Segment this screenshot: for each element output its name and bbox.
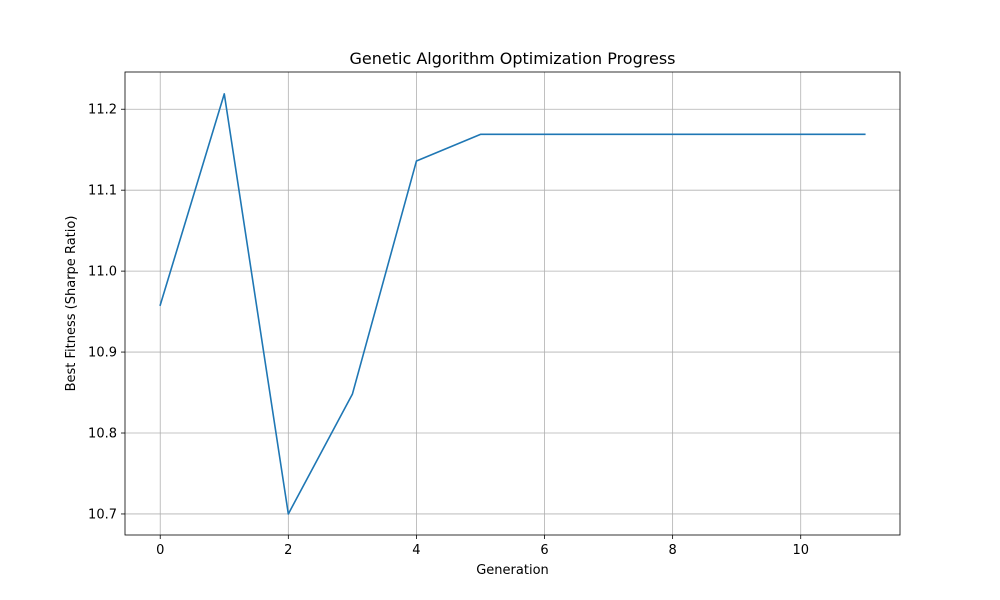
x-axis-label: Generation	[476, 563, 549, 578]
y-axis-label: Best Fitness (Sharpe Ratio)	[64, 216, 79, 392]
series-line	[159, 93, 866, 515]
y-tick-label: 10.8	[88, 427, 117, 442]
y-tick-label: 11.2	[88, 103, 117, 118]
grid	[125, 72, 900, 535]
y-tick-label: 10.7	[88, 507, 117, 522]
y-tick-label: 11.1	[88, 184, 117, 199]
y-tick-label: 10.9	[88, 346, 117, 361]
x-tick-label: 6	[540, 543, 548, 558]
x-tick-label: 4	[412, 543, 420, 558]
y-tick-label: 11.0	[88, 265, 117, 280]
chart-title: Genetic Algorithm Optimization Progress	[350, 49, 676, 68]
x-tick-label: 8	[668, 543, 676, 558]
series-layer	[159, 93, 866, 515]
x-tick-label: 2	[284, 543, 292, 558]
x-tick-label: 0	[156, 543, 164, 558]
x-tick-label: 10	[792, 543, 809, 558]
ticks: 0 2 4 6 8 10 10.7 10.8 10.9 11.0 11.1 11.2	[88, 103, 809, 558]
plot-frame	[124, 71, 901, 536]
